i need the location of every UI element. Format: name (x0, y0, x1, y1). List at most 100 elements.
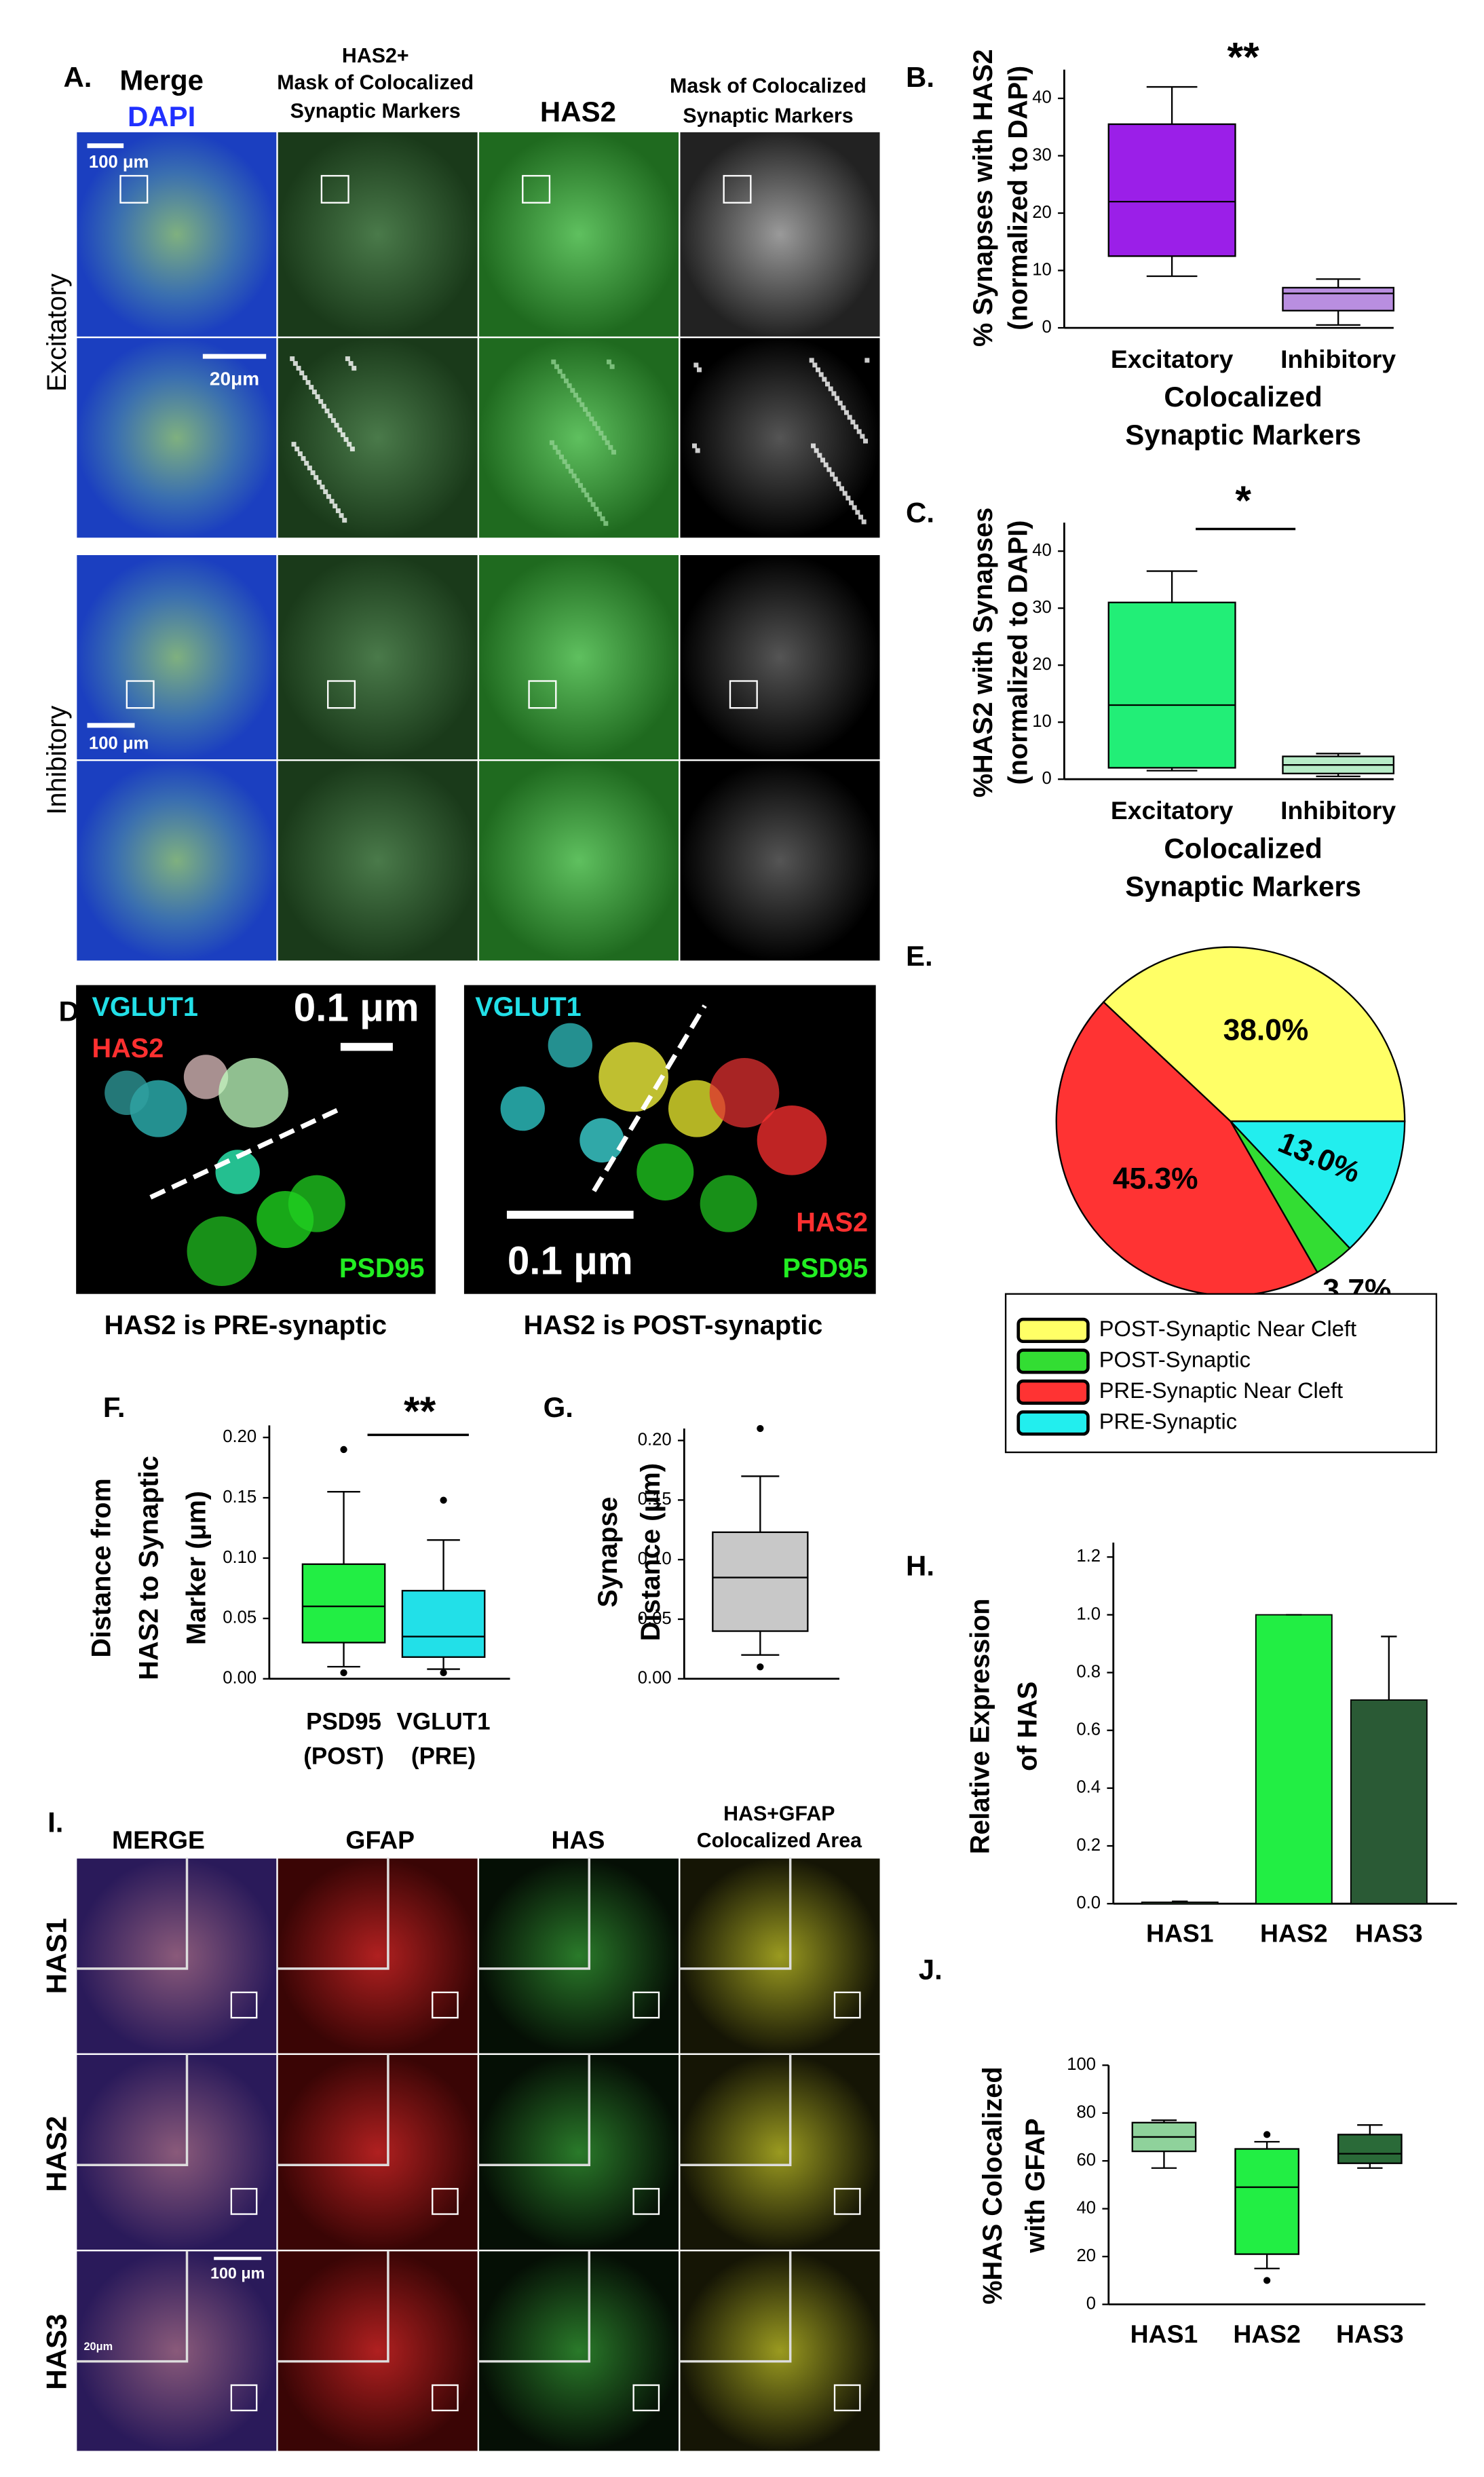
y-axis-label: %HAS Colocalized (978, 2066, 1008, 2304)
inset-box (632, 2188, 660, 2215)
label: HAS (552, 1826, 605, 1854)
x-tick-label: HAS2 (1260, 1919, 1328, 1948)
speckle (558, 454, 564, 459)
label: HAS2 (41, 2116, 73, 2192)
inset-box (528, 680, 557, 709)
y-tick-label: 20 (1077, 2246, 1097, 2265)
speckle (560, 373, 566, 379)
speckle (605, 440, 610, 445)
speckle (297, 451, 303, 457)
speckle (563, 378, 569, 383)
speckle (316, 480, 322, 485)
speckle (833, 476, 838, 482)
micrograph (75, 336, 278, 540)
inset-frame (478, 2250, 591, 2363)
y-axis-label: Marker (μm) (181, 1491, 211, 1645)
micrograph (276, 1857, 480, 2056)
y-tick-label: 0.2 (1076, 1836, 1101, 1855)
inset-frame (478, 1857, 591, 1970)
speckle (347, 442, 352, 447)
speckle (836, 481, 841, 487)
x-tick-label: VGLUT1 (397, 1708, 491, 1735)
speckle (302, 375, 307, 381)
puncta (579, 1118, 624, 1162)
speckle (823, 462, 829, 468)
label: HAS2 (540, 96, 616, 128)
inset-box (522, 174, 551, 204)
micrograph (276, 336, 480, 540)
x-axis-label: Colocalized (1164, 381, 1322, 413)
speckle (581, 487, 586, 493)
puncta (636, 1143, 694, 1200)
speckle (335, 508, 341, 514)
label: HAS2 is PRE-synaptic (104, 1310, 387, 1340)
box (401, 1589, 486, 1658)
speckle (351, 366, 357, 371)
speckle (596, 511, 602, 516)
speckle (567, 383, 572, 388)
speckle (608, 445, 613, 450)
data-label: 38.0% (1223, 1014, 1309, 1047)
speckle (340, 432, 345, 438)
speckle (562, 459, 567, 464)
speckle (820, 457, 826, 463)
speckle (590, 502, 596, 507)
inset-box (432, 2188, 459, 2215)
speckle (696, 367, 702, 373)
pie-slice (1102, 946, 1406, 1122)
box (712, 1531, 809, 1632)
y-tick-label: 40 (1077, 2198, 1097, 2217)
outlier (440, 1669, 447, 1677)
puncta (288, 1175, 345, 1232)
speckle (552, 445, 558, 450)
speckle (858, 514, 864, 520)
inset-box (230, 2188, 258, 2215)
inset-frame (277, 1857, 389, 1970)
speckle (814, 448, 819, 453)
legend-label: PRE-Synaptic Near Cleft (1099, 1378, 1343, 1403)
micrograph (276, 2053, 480, 2252)
speckle (557, 368, 563, 374)
inset-box (432, 2384, 459, 2412)
speckle (348, 361, 354, 366)
y-axis-label: (normalized to DAPI) (1004, 521, 1033, 785)
speckle (816, 367, 821, 373)
speckle (292, 361, 298, 366)
speckle (326, 494, 331, 499)
speckle (313, 475, 319, 480)
y-axis-label: of HAS (1013, 1682, 1043, 1771)
speckle (818, 372, 824, 377)
micrograph (679, 130, 881, 339)
y-axis-label: Relative Expression (966, 1598, 995, 1854)
label: Synaptic Markers (683, 105, 853, 128)
micrograph (477, 2053, 681, 2252)
label: GFAP (345, 1826, 415, 1854)
speckle (345, 356, 350, 362)
inset-frame (277, 2054, 389, 2166)
speckle (334, 423, 339, 428)
speckle (549, 440, 554, 445)
label: I. (47, 1807, 63, 1838)
speckle (343, 437, 349, 442)
speckle (850, 419, 856, 425)
inset-box (833, 1991, 861, 2019)
x-tick-label: Inhibitory (1280, 345, 1396, 373)
label: D. (58, 996, 87, 1027)
x-tick-label: HAS3 (1336, 2320, 1404, 2348)
micrograph (75, 2053, 278, 2252)
y-tick-label: 0.8 (1076, 1662, 1101, 1681)
inset-box (119, 174, 149, 204)
significance: ** (404, 1388, 436, 1434)
outlier (1263, 2277, 1271, 2284)
label: Mask of Colocalized (670, 75, 867, 97)
x-tick-label: HAS1 (1130, 2320, 1198, 2348)
y-tick-label: 40 (1032, 88, 1052, 107)
speckle (556, 449, 561, 455)
speckle (809, 358, 814, 363)
box (1337, 2134, 1403, 2164)
y-tick-label: 40 (1032, 541, 1052, 560)
cleft-line (592, 1004, 707, 1192)
inset-frame (277, 2250, 389, 2363)
x-tick-label: Inhibitory (1280, 796, 1396, 825)
speckle (861, 519, 867, 525)
